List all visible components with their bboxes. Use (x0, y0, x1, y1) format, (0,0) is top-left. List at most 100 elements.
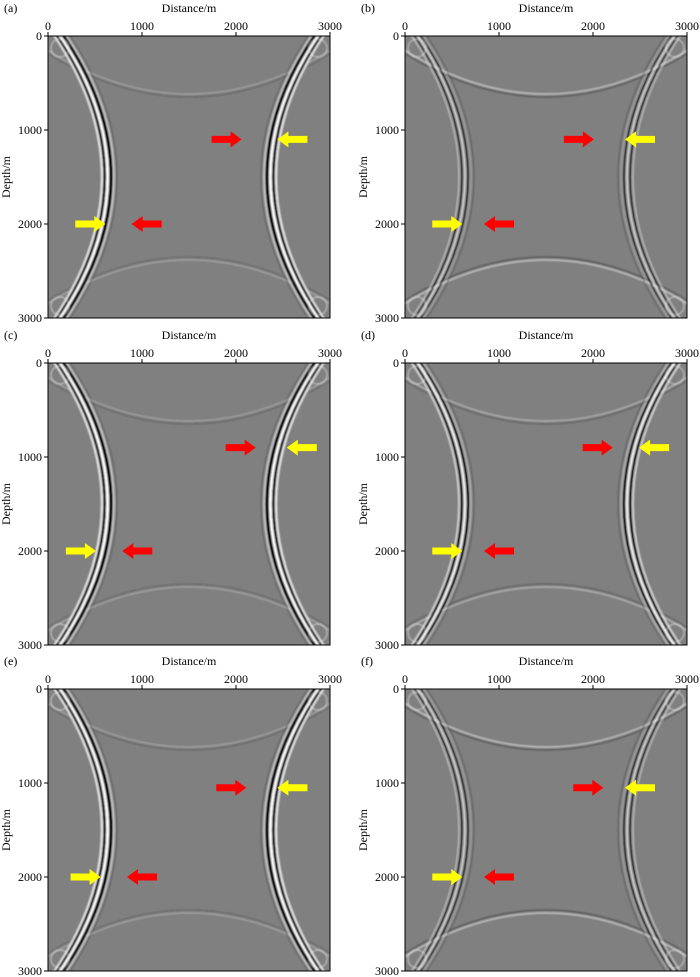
left-wavefront-trough-2 (419, 689, 469, 971)
y-axis-title: Depth/m (356, 482, 370, 525)
right-wavefront-ringing (260, 363, 309, 645)
left-wavefront-outer (53, 36, 104, 318)
red-arrow-left (127, 869, 157, 885)
x-tick-label: 0 (45, 672, 51, 686)
yellow-arrow-right (432, 216, 463, 232)
corner-artifact (665, 296, 685, 316)
red-arrow-right (211, 131, 242, 148)
panel-label: (f) (361, 654, 373, 668)
plot-frame (47, 35, 331, 319)
x-tick-label: 2000 (581, 19, 605, 33)
left-wavefront-outer (410, 36, 460, 318)
red-arrow-left (131, 216, 162, 232)
red-arrow-left (484, 216, 514, 232)
x-axis-title: Distance/m (162, 328, 217, 342)
y-tick-label: 3000 (375, 638, 399, 652)
yellow-arrow-left (277, 131, 308, 148)
x-tick-label: 3000 (675, 346, 699, 360)
corner-artifact (665, 949, 685, 969)
yellow-arrow-right (432, 543, 463, 559)
left-wavefront (416, 36, 466, 318)
right-wavefront (268, 363, 320, 645)
x-tick-label: 2000 (581, 346, 605, 360)
y-tick-label: 3000 (375, 964, 399, 977)
corner-artifact (665, 38, 685, 58)
x-tick-label: 0 (402, 346, 408, 360)
x-tick-label: 3000 (675, 672, 699, 686)
x-tick-label: 3000 (675, 19, 699, 33)
red-arrow-right (563, 131, 594, 148)
left-wavefront-ringing (426, 36, 475, 318)
right-wavefront-trough (271, 363, 323, 645)
left-wavefront-outer (53, 689, 104, 971)
y-tick-label: 2000 (375, 544, 399, 558)
right-wavefront (626, 689, 676, 971)
seismic-image (405, 36, 687, 318)
y-tick-label: 1000 (375, 123, 399, 137)
yellow-arrow-right (432, 869, 463, 885)
left-wavefront-trough-2 (61, 36, 113, 318)
left-wavefront-outer (410, 363, 460, 645)
panel-d: (d) Distance/m 0 1000 2000 3000 0 1000 2000 3000 D… (356, 328, 699, 652)
corner-artifact (50, 296, 70, 316)
x-tick-label: 1000 (130, 19, 154, 33)
seismic-image (48, 363, 330, 645)
y-tick-label: 3000 (18, 638, 42, 652)
right-wavefront-inner (620, 363, 670, 645)
corner-artifact (50, 623, 70, 643)
y-tick-label: 2000 (18, 870, 42, 884)
right-wavefront-trough-2 (265, 689, 317, 971)
yellow-arrow-right (70, 869, 101, 885)
left-wavefront-inner (423, 36, 472, 318)
left-wavefront (416, 689, 466, 971)
x-tick-label: 1000 (487, 346, 511, 360)
red-arrow-left (484, 869, 514, 885)
right-wavefront-outer (632, 36, 682, 318)
x-axis-title: Distance/m (162, 654, 217, 668)
right-wavefront-trough-2 (622, 363, 673, 645)
left-wavefront-trough-2 (419, 36, 469, 318)
y-tick-label: 0 (36, 29, 42, 43)
right-wavefront-outer (274, 689, 325, 971)
yellow-arrow-left (639, 439, 670, 456)
left-wavefront-inner (422, 363, 472, 645)
panel-f: (f) Distance/m 0 1000 2000 3000 0 1000 2000 3000 D… (356, 654, 699, 977)
top-wavefront (405, 49, 687, 95)
y-tick-label: 2000 (18, 544, 42, 558)
seismic-image (405, 363, 687, 645)
right-wavefront-trough (628, 363, 679, 645)
y-axis-title: Depth/m (0, 482, 13, 525)
right-wavefront-outer (274, 363, 325, 645)
y-tick-label: 2000 (18, 217, 42, 231)
x-tick-label: 0 (45, 19, 51, 33)
left-wavefront-inner (65, 36, 115, 318)
corner-artifact (665, 691, 685, 711)
y-tick-label: 1000 (375, 450, 399, 464)
x-tick-label: 1000 (487, 672, 511, 686)
panel-c: (c) Distance/m 0 1000 2000 3000 0 1000 2000 3000 D… (0, 328, 342, 652)
right-wavefront-trough (271, 689, 323, 971)
yellow-arrow-left (625, 131, 655, 148)
seismic-image (48, 36, 330, 318)
right-wavefront-trough-2 (265, 363, 317, 645)
x-tick-label: 1000 (130, 672, 154, 686)
left-wavefront-outer (410, 689, 460, 971)
bottom-wavefront (405, 912, 687, 958)
red-arrow-right (582, 439, 613, 456)
y-axis-title: Depth/m (356, 155, 370, 198)
red-arrow-right (216, 779, 247, 796)
y-tick-label: 0 (393, 682, 399, 696)
yellow-arrow-left (277, 779, 308, 796)
right-wavefront-ringing (260, 689, 309, 971)
x-tick-label: 3000 (318, 19, 342, 33)
panel-a: (a) Distance/m 0 1000 2000 3000 0 1000 2000 3000 D… (0, 1, 342, 325)
x-tick-label: 0 (402, 672, 408, 686)
panel-label: (c) (4, 328, 17, 342)
corner-artifact (407, 365, 427, 385)
right-wavefront-trough-2 (265, 36, 317, 318)
corner-artifact (407, 38, 427, 58)
left-wavefront-trough-2 (61, 363, 113, 645)
x-tick-label: 2000 (224, 672, 248, 686)
red-arrow-right (225, 439, 256, 456)
right-wavefront (268, 689, 320, 971)
